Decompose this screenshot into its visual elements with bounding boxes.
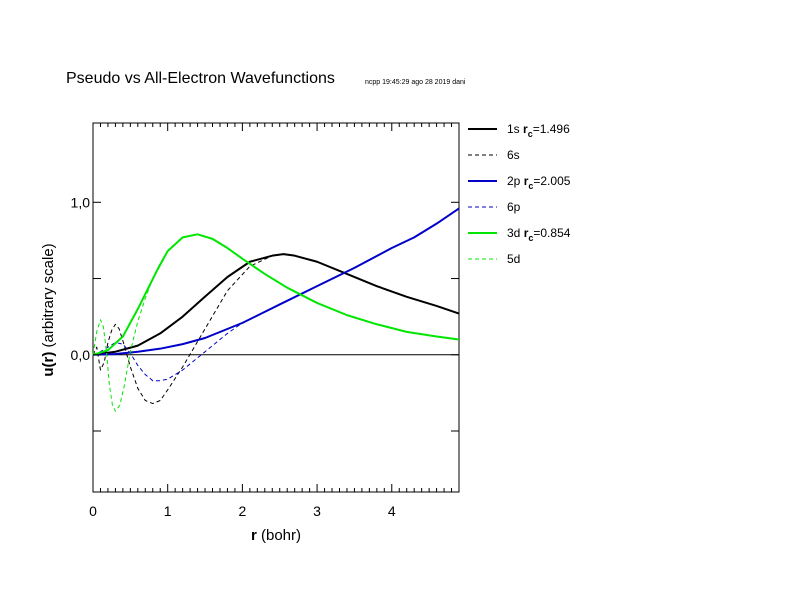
chart-title: Pseudo vs All-Electron Wavefunctions xyxy=(66,70,335,87)
y-axis-label: u(r) (arbitrary scale) xyxy=(40,243,57,376)
series-line-3d xyxy=(92,233,460,356)
plot-area xyxy=(92,122,460,493)
chart-subtitle: ncpp 19:45:29 ago 28 2019 dani xyxy=(365,79,466,86)
legend-label-1s: 1s rc=1.496 xyxy=(507,122,570,139)
legend-label-2p: 2p rc=2.005 xyxy=(507,174,571,191)
y-tick-label: 0,0 xyxy=(71,347,91,363)
series-lines xyxy=(92,207,460,412)
series-line-5d xyxy=(92,233,460,412)
legend: 1s rc=1.496 6s 2p rc=2.005 6p 3d rc=0.854 5… xyxy=(468,122,571,266)
legend-label-5d: 5d xyxy=(507,252,520,266)
y-tick-label: 1,0 xyxy=(71,194,91,210)
y-axis-label-unit: (arbitrary scale) xyxy=(40,243,57,351)
x-tick-label: 3 xyxy=(313,503,321,519)
x-tick-label: 2 xyxy=(238,503,246,519)
series-line-1s xyxy=(92,253,460,356)
x-tick-label: 1 xyxy=(164,503,172,519)
legend-label-6p: 6p xyxy=(507,200,521,214)
plot-frame xyxy=(92,122,460,493)
x-axis-label: r (bohr) xyxy=(251,527,301,544)
axis-ticks: 0 1 2 3 4 0,0 1,0 xyxy=(71,123,460,519)
x-tick-label: 0 xyxy=(89,503,97,519)
series-line-6s xyxy=(92,253,460,405)
legend-label-3d: 3d rc=0.854 xyxy=(507,226,571,243)
series-line-6p xyxy=(92,207,460,382)
legend-label-6s: 6s xyxy=(507,148,520,162)
y-axis-label-symbol: u(r) xyxy=(40,352,57,377)
x-axis-label-unit: (bohr) xyxy=(257,527,301,544)
x-axis-label-symbol: r xyxy=(251,527,257,544)
x-tick-label: 4 xyxy=(388,503,396,519)
